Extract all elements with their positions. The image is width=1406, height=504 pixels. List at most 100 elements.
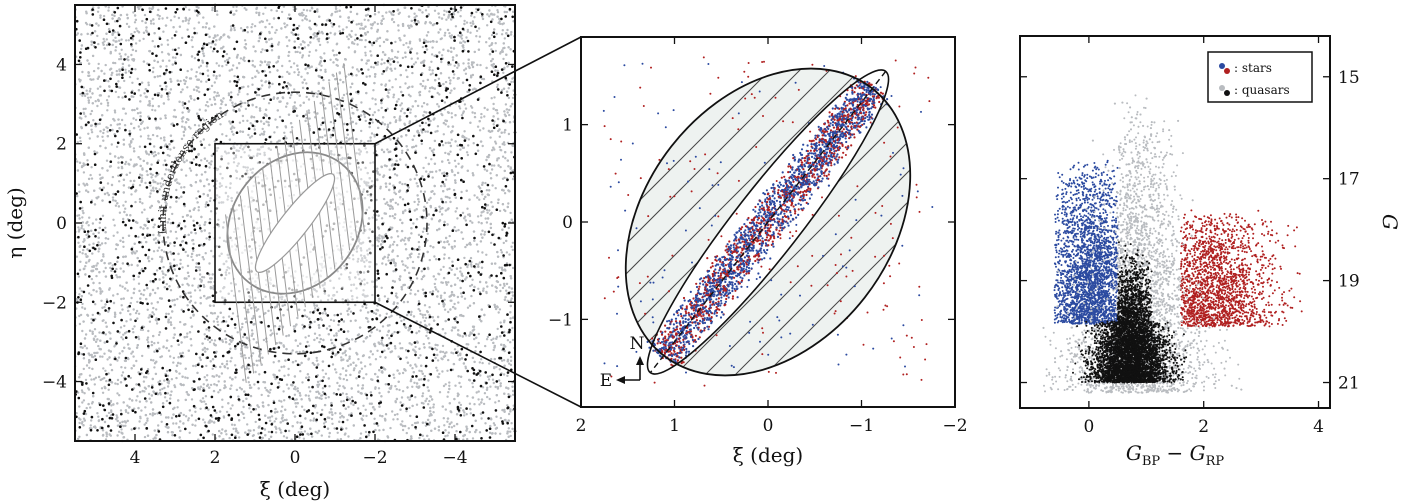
background-point [431, 176, 434, 179]
background-point [438, 16, 441, 19]
background-point [184, 225, 187, 228]
background-point [409, 279, 412, 282]
background-point [358, 277, 361, 281]
background-point [123, 79, 126, 83]
background-point [85, 406, 88, 410]
background-point [120, 428, 123, 431]
background-point [444, 201, 448, 204]
background-point [216, 320, 219, 323]
background-point [477, 27, 481, 30]
background-point [94, 100, 97, 103]
background-point [363, 265, 367, 268]
background-point [427, 31, 430, 34]
background-point [509, 430, 512, 433]
background-point [113, 111, 117, 114]
background-point [100, 299, 103, 302]
background-point [448, 196, 451, 200]
background-point [251, 23, 254, 26]
background-point [119, 326, 123, 329]
background-point [462, 62, 465, 65]
background-point [395, 292, 398, 295]
background-point [88, 374, 92, 377]
background-point [131, 81, 134, 85]
background-point [107, 372, 110, 375]
background-point [195, 197, 198, 200]
background-point [197, 124, 201, 127]
background-point [100, 387, 104, 390]
background-point [105, 38, 109, 41]
background-point [273, 131, 276, 134]
background-point [493, 164, 496, 167]
background-point [85, 221, 88, 225]
background-point [427, 213, 431, 216]
background-point [170, 378, 174, 381]
background-point [82, 248, 85, 252]
background-point [466, 265, 469, 269]
background-point [175, 237, 178, 240]
background-point [489, 385, 492, 388]
background-point [104, 63, 107, 67]
background-point [204, 252, 207, 255]
background-point [247, 356, 251, 360]
background-point [97, 62, 100, 66]
background-point [161, 387, 164, 391]
background-point [120, 374, 124, 377]
background-point [219, 172, 222, 176]
background-point [424, 156, 428, 159]
background-point [399, 104, 402, 107]
background-point [387, 329, 391, 332]
background-point [241, 114, 245, 118]
background-point [473, 112, 477, 115]
background-point [81, 216, 84, 219]
background-point [84, 265, 87, 268]
background-point [186, 69, 189, 73]
background-point [363, 115, 367, 119]
background-point [109, 124, 113, 127]
background-point [470, 106, 474, 109]
background-point [83, 239, 86, 242]
background-point [154, 109, 157, 112]
background-point [387, 91, 390, 95]
background-point [192, 158, 195, 161]
background-point [110, 410, 113, 414]
background-point [225, 52, 229, 56]
background-point [510, 30, 513, 34]
background-point [139, 157, 142, 161]
background-point [201, 117, 204, 120]
background-point [418, 369, 421, 372]
background-point [107, 411, 111, 415]
background-point [186, 28, 189, 31]
background-point [320, 434, 323, 437]
background-point [78, 250, 82, 254]
background-point [446, 395, 449, 398]
background-point [164, 273, 167, 277]
background-point [114, 45, 118, 49]
background-point [181, 215, 185, 219]
background-point [287, 367, 290, 371]
background-point [138, 145, 142, 148]
background-point [391, 243, 395, 246]
background-point [152, 189, 155, 192]
background-point [368, 206, 371, 209]
background-point [347, 37, 350, 41]
background-point [169, 355, 172, 358]
background-point [347, 73, 351, 76]
background-point [78, 322, 82, 326]
background-point [98, 331, 101, 334]
background-point [511, 326, 514, 330]
background-point [119, 409, 123, 412]
background-point [444, 31, 447, 35]
background-point [371, 353, 374, 356]
background-point [393, 173, 397, 176]
background-point [456, 277, 459, 280]
background-point [216, 315, 220, 318]
background-point [152, 233, 155, 237]
background-point [315, 336, 319, 340]
background-point [507, 393, 510, 396]
background-point [194, 301, 197, 304]
background-point [135, 27, 138, 30]
background-point [79, 313, 83, 317]
background-point [503, 37, 506, 40]
background-point [469, 412, 472, 415]
